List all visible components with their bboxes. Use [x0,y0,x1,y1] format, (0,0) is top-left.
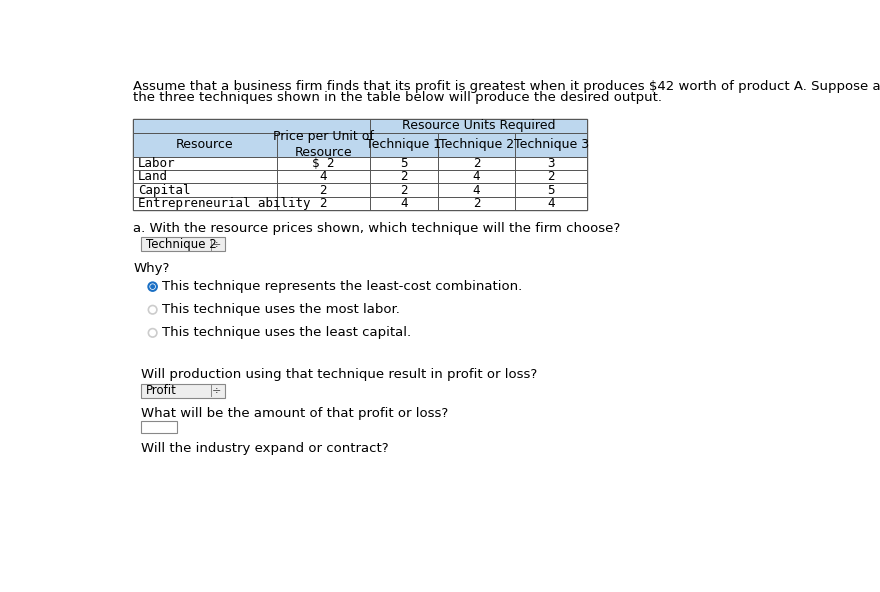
Bar [133,184,588,197]
Bar [141,384,224,397]
Bar [141,421,177,433]
Bar [141,237,224,251]
Text: Assume that a business firm finds that its profit is greatest when it produces $: Assume that a business firm finds that i… [133,81,880,94]
Text: 2: 2 [400,184,407,197]
Text: $ 2: $ 2 [312,157,334,170]
Text: Technique 2: Technique 2 [439,139,514,152]
Text: This technique uses the least capital.: This technique uses the least capital. [162,326,412,339]
Circle shape [149,282,157,291]
Text: Technique 2: Technique 2 [146,238,216,251]
Bar [133,119,588,210]
Text: Will the industry expand or contract?: Will the industry expand or contract? [141,442,389,455]
Bar [133,119,588,133]
Circle shape [150,284,155,289]
Text: 4: 4 [473,170,480,184]
Text: This technique represents the least-cost combination.: This technique represents the least-cost… [162,280,523,293]
Bar [133,197,588,210]
Text: 2: 2 [319,184,326,197]
Circle shape [149,305,157,314]
Text: 2: 2 [547,170,555,184]
Text: ÷: ÷ [212,239,222,249]
Text: This technique uses the most labor.: This technique uses the most labor. [162,303,400,316]
Text: the three techniques shown in the table below will produce the desired output.: the three techniques shown in the table … [133,91,663,104]
Text: 5: 5 [547,184,555,197]
Text: a. With the resource prices shown, which technique will the firm choose?: a. With the resource prices shown, which… [133,222,620,235]
Text: 2: 2 [473,157,480,170]
Text: Profit: Profit [146,384,177,397]
Text: 4: 4 [473,184,480,197]
Text: 2: 2 [473,197,480,210]
Text: Entrepreneurial ability: Entrepreneurial ability [138,197,311,210]
Text: Why?: Why? [133,262,170,275]
Text: ÷: ÷ [212,385,222,395]
Text: 3: 3 [547,157,555,170]
Text: 4: 4 [400,197,407,210]
Text: Resource: Resource [176,139,234,152]
Bar [133,170,588,184]
Circle shape [149,329,157,337]
Text: Labor: Labor [138,157,175,170]
Text: Will production using that technique result in profit or loss?: Will production using that technique res… [141,368,538,381]
Bar [133,133,588,157]
Text: 5: 5 [400,157,407,170]
Text: 4: 4 [319,170,326,184]
Text: Land: Land [138,170,168,184]
Text: Technique 3: Technique 3 [514,139,589,152]
Text: Price per Unit of
Resource: Price per Unit of Resource [273,130,374,159]
Text: Resource Units Required: Resource Units Required [402,119,555,132]
Text: Capital: Capital [138,184,190,197]
Bar [133,157,588,170]
Text: 4: 4 [547,197,555,210]
Text: 2: 2 [400,170,407,184]
Text: What will be the amount of that profit or loss?: What will be the amount of that profit o… [141,407,448,420]
Text: 2: 2 [319,197,326,210]
Text: Technique 1: Technique 1 [366,139,441,152]
